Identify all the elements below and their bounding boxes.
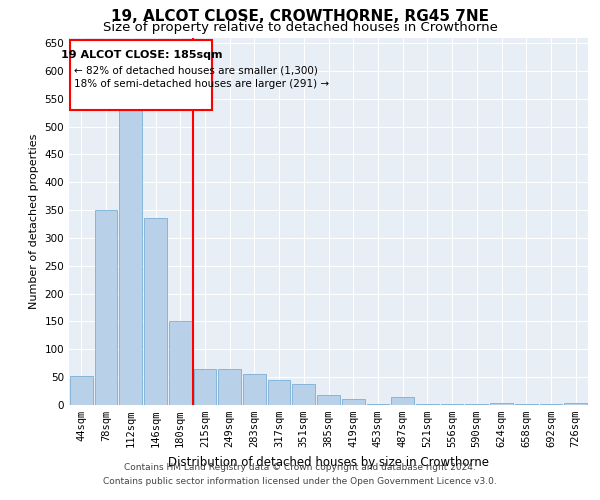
Bar	[317, 395, 340, 405]
Bar	[466, 404, 488, 405]
Text: Size of property relative to detached houses in Crowthorne: Size of property relative to detached ho…	[103, 21, 497, 34]
Bar	[515, 404, 538, 405]
Bar	[169, 322, 191, 405]
Bar	[268, 380, 290, 405]
Bar	[70, 376, 93, 405]
Text: ← 82% of detached houses are smaller (1,300): ← 82% of detached houses are smaller (1,…	[74, 66, 318, 76]
Bar	[367, 404, 389, 405]
FancyBboxPatch shape	[70, 40, 212, 110]
X-axis label: Distribution of detached houses by size in Crowthorne: Distribution of detached houses by size …	[168, 456, 489, 468]
Y-axis label: Number of detached properties: Number of detached properties	[29, 134, 39, 309]
Bar	[194, 369, 216, 405]
Bar	[539, 404, 562, 405]
Text: 19, ALCOT CLOSE, CROWTHORNE, RG45 7NE: 19, ALCOT CLOSE, CROWTHORNE, RG45 7NE	[111, 9, 489, 24]
Bar	[292, 384, 315, 405]
Bar	[391, 397, 414, 405]
Bar	[243, 374, 266, 405]
Text: 19 ALCOT CLOSE: 185sqm: 19 ALCOT CLOSE: 185sqm	[61, 50, 222, 60]
Bar	[342, 400, 365, 405]
Bar	[144, 218, 167, 405]
Text: Contains public sector information licensed under the Open Government Licence v3: Contains public sector information licen…	[103, 477, 497, 486]
Bar	[564, 403, 587, 405]
Text: 18% of semi-detached houses are larger (291) →: 18% of semi-detached houses are larger (…	[74, 80, 329, 90]
Text: Contains HM Land Registry data © Crown copyright and database right 2024.: Contains HM Land Registry data © Crown c…	[124, 464, 476, 472]
Bar	[441, 404, 463, 405]
Bar	[119, 104, 142, 405]
Bar	[95, 210, 118, 405]
Bar	[218, 369, 241, 405]
Bar	[416, 404, 439, 405]
Bar	[490, 403, 513, 405]
